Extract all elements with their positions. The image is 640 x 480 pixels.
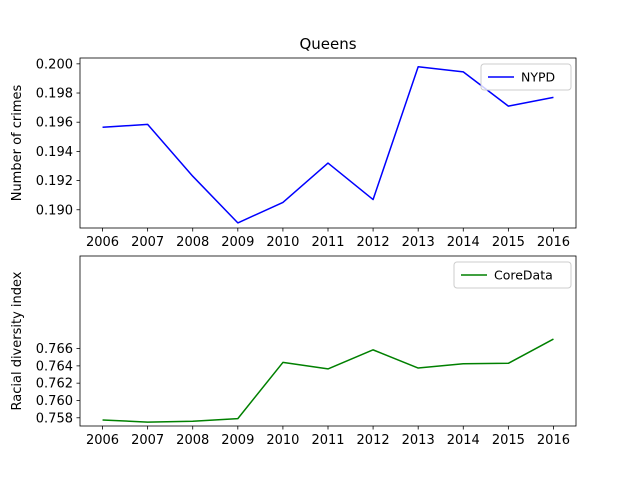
x-tick-label: 2015 xyxy=(492,235,525,250)
y-tick-label: 0.764 xyxy=(36,359,73,374)
x-tick-label: 2010 xyxy=(266,433,299,448)
y-tick-label: 0.190 xyxy=(36,203,73,218)
y-tick-label: 0.192 xyxy=(36,174,73,189)
y-axis-label: Number of crimes xyxy=(10,84,25,201)
x-tick-label: 2013 xyxy=(402,433,435,448)
legend-box xyxy=(453,261,572,289)
legend: NYPD xyxy=(480,63,572,91)
legend-box xyxy=(480,63,572,91)
x-tick-label: 2013 xyxy=(402,235,435,250)
y-tick-label: 0.198 xyxy=(36,87,73,102)
x-tick-label: 2008 xyxy=(176,235,209,250)
x-tick-label: 2014 xyxy=(447,433,480,448)
y-tick-label: 0.766 xyxy=(36,342,73,357)
y-axis-label: Racial diversity index xyxy=(10,271,25,410)
legend-label: CoreData xyxy=(494,268,553,283)
x-tick-label: 2007 xyxy=(131,433,164,448)
series-line-coredata xyxy=(102,338,554,423)
x-tick-label: 2007 xyxy=(131,235,164,250)
x-tick-label: 2011 xyxy=(311,235,344,250)
y-tick-label: 0.194 xyxy=(36,145,73,160)
y-tick-label: 0.758 xyxy=(36,411,73,426)
x-tick-label: 2011 xyxy=(311,433,344,448)
x-tick-label: 2015 xyxy=(492,433,525,448)
x-tick-label: 2006 xyxy=(86,433,119,448)
x-tick-label: 2012 xyxy=(357,235,390,250)
subplot-2: 2006 2007 2008 2009 2010 2011 2012 2013 2014 2015… xyxy=(10,255,577,448)
x-tick-label: 2008 xyxy=(176,433,209,448)
y-tick-label: 0.200 xyxy=(36,57,73,72)
y-tick-label: 0.762 xyxy=(36,377,73,392)
x-tick-label: 2014 xyxy=(447,235,480,250)
legend: CoreData xyxy=(453,261,572,289)
x-tick-label: 2006 xyxy=(86,235,119,250)
y-tick-label: 0.196 xyxy=(36,116,73,131)
x-tick-label: 2009 xyxy=(221,235,254,250)
x-tick-label: 2016 xyxy=(537,235,570,250)
subplot-1: 2006 2007 2008 2009 2010 2011 2012 2013 2014 2015… xyxy=(10,35,577,250)
y-tick-label: 0.760 xyxy=(36,394,73,409)
chart-title: Queens xyxy=(299,35,356,53)
x-tick-label: 2012 xyxy=(357,433,390,448)
x-tick-label: 2010 xyxy=(266,235,299,250)
x-tick-label: 2009 xyxy=(221,433,254,448)
x-tick-label: 2016 xyxy=(537,433,570,448)
legend-label: NYPD xyxy=(521,70,555,85)
